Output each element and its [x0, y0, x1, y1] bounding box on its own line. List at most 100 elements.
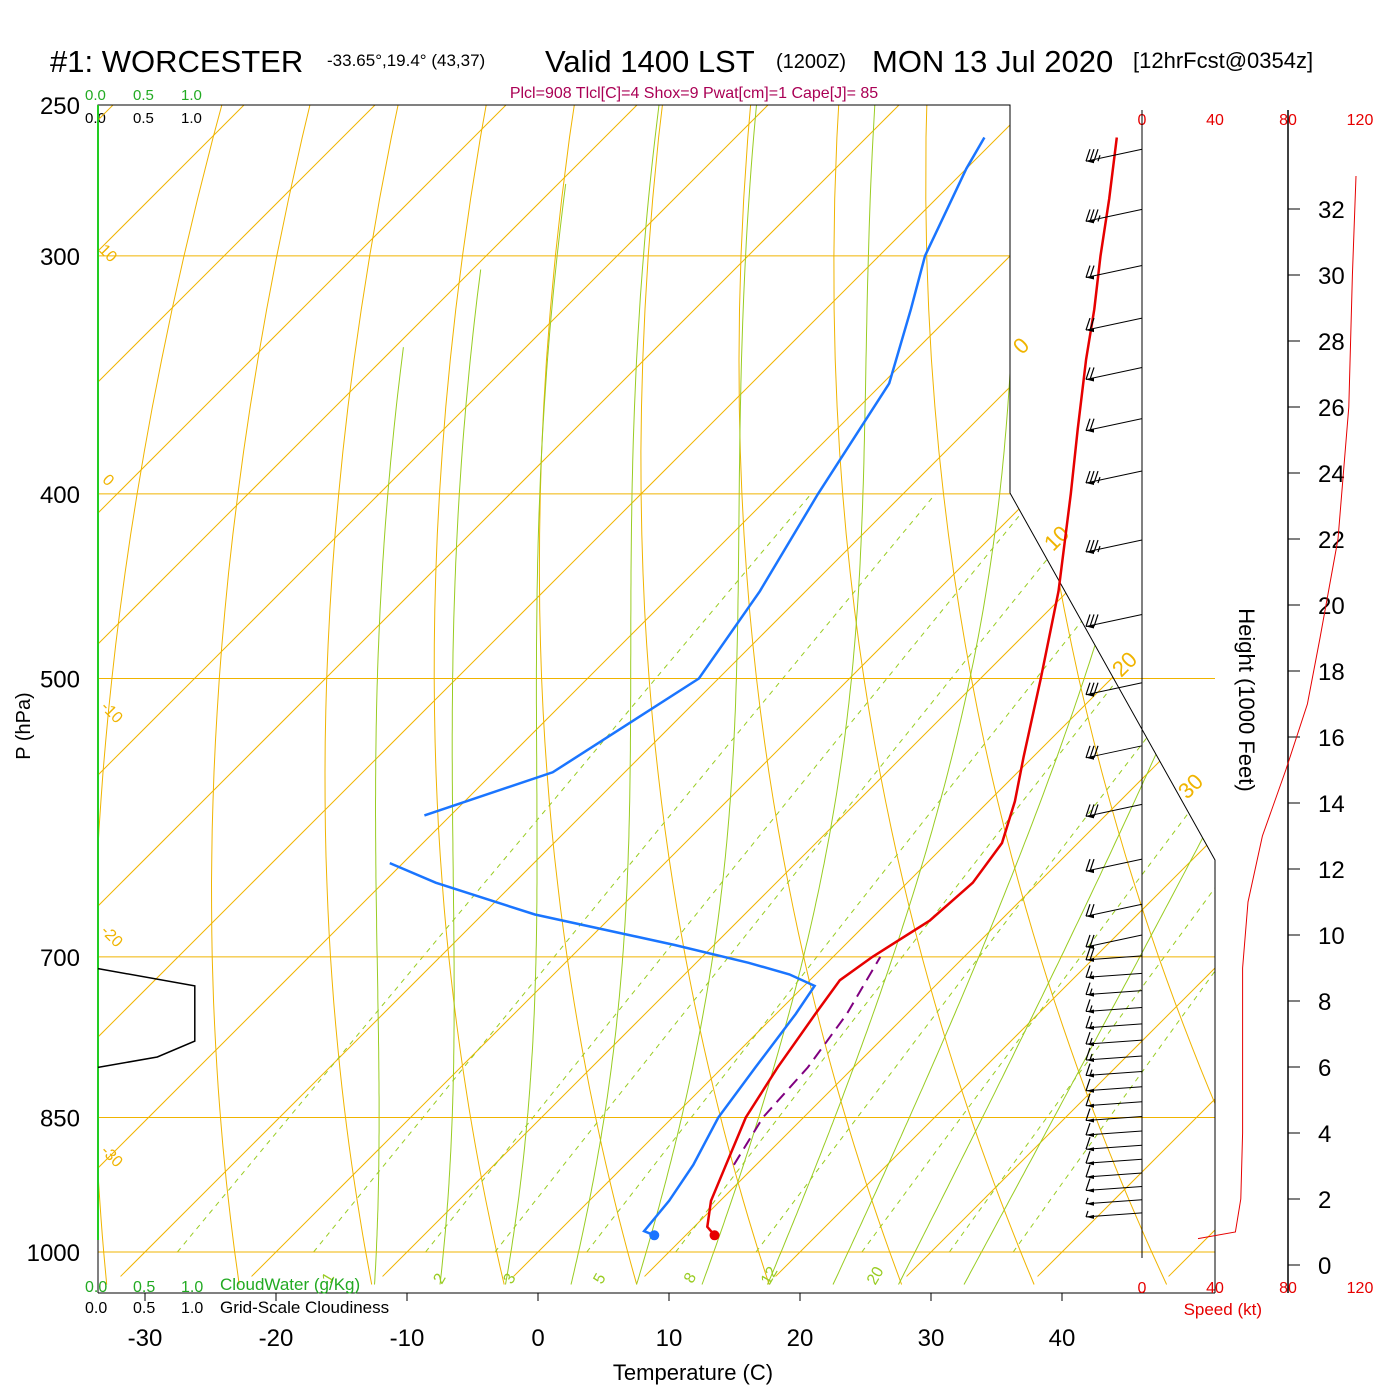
wind-barb-staff: [1085, 903, 1143, 917]
top-black-2: 1.0: [181, 110, 202, 127]
wind-barb: [1085, 999, 1143, 1014]
wind-barb-head: [1086, 957, 1094, 962]
wind-barb-flag: [1085, 934, 1091, 948]
wind-barb-flag: [1089, 209, 1095, 222]
wind-barb-flag: [1089, 265, 1095, 278]
height-tick-label: 14: [1318, 791, 1345, 818]
speed-bottom-120: 120: [1347, 1280, 1374, 1297]
dry-adiabat: [925, 105, 1168, 1285]
temperature-tick-label: -30: [128, 1325, 163, 1352]
wind-barb-staff: [1085, 1006, 1143, 1012]
wind-barb-staff: [1085, 803, 1143, 817]
height-tick-label: 24: [1318, 461, 1345, 488]
plot-frame: [97, 104, 1216, 1293]
isotherm-line: [1168, 105, 1215, 1277]
wind-barb: [1085, 1151, 1143, 1166]
wind-barb-head: [1086, 1025, 1094, 1030]
temperature-axis-label: Temperature (C): [613, 1360, 773, 1385]
height-tick-label: 2: [1318, 1187, 1331, 1214]
wind-barb-flag: [1085, 1031, 1091, 1045]
wind-barb-half: [1097, 476, 1101, 484]
wind-barb: [1085, 858, 1143, 874]
wind-barb: [1085, 1093, 1143, 1108]
wind-barb: [1085, 148, 1143, 164]
wind-barb-head: [1086, 944, 1094, 949]
wind-barb: [1085, 1078, 1143, 1093]
wind-barb: [1085, 803, 1143, 819]
wind-barb-flag: [1085, 1122, 1091, 1136]
wind-barb-head: [1086, 1103, 1094, 1108]
pressure-tick-label: 700: [40, 945, 80, 972]
wind-barb-flag: [1085, 682, 1091, 695]
wind-barb-flag: [1093, 682, 1099, 695]
height-tick-label: 28: [1318, 329, 1345, 356]
wind-barb-half: [1097, 545, 1101, 553]
wind-barb-flag: [1089, 682, 1095, 695]
isotherm-line: [98, 105, 803, 1277]
wind-barb-flag: [1089, 934, 1095, 948]
wind-barb-staff: [1085, 418, 1143, 432]
moist-adiabat: [570, 105, 660, 1285]
wind-barb-flag: [1089, 317, 1095, 331]
wind-barb-staff: [1085, 1212, 1143, 1218]
wind-barb-staff: [1085, 990, 1143, 996]
temperature-tick-label: -20: [259, 1325, 294, 1352]
bottom-green-label: CloudWater (g/Kg): [220, 1275, 360, 1294]
bottom-black-label: Grid-Scale Cloudiness: [220, 1298, 389, 1317]
surface-temperature-marker: [709, 1230, 720, 1241]
wind-barb-staff: [1085, 613, 1143, 627]
temperature-tick-label: 10: [656, 1325, 683, 1352]
isotherm-label-0-right: 0: [1008, 333, 1034, 359]
wind-barb-staff: [1085, 955, 1143, 961]
wind-barb: [1085, 470, 1143, 486]
wind-barb-staff: [1085, 1172, 1143, 1178]
top-green-2: 1.0: [181, 87, 202, 104]
wind-barb-flag: [1089, 418, 1095, 431]
indices-line: Plcl=908 Tlcl[C]=4 Shox=9 Pwat[cm]=1 Cap…: [510, 85, 878, 102]
wind-barb-head: [1086, 159, 1094, 164]
wind-barb-head: [1086, 1042, 1094, 1047]
cloudiness-profile: [97, 967, 196, 1069]
mixing-ratio-labels: 1 2 3 5 8 12 20: [319, 1264, 888, 1288]
height-axis-label: Height (1000 Feet): [1234, 608, 1259, 791]
wind-barb-staff: [1085, 682, 1143, 696]
wind-barb-flag: [1085, 367, 1091, 380]
valid-time: Valid 1400 LST: [545, 44, 755, 79]
moist-adiabat: [374, 347, 404, 1285]
wind-barb-head: [1086, 1073, 1094, 1078]
wind-barb: [1085, 366, 1143, 382]
wind-barb-staff: [1085, 1116, 1143, 1122]
dry-adiabat: [98, 105, 232, 1285]
dry-adiabat: [433, 105, 505, 1285]
pressure-tick-label: 1000: [27, 1240, 80, 1267]
wind-barb-flag: [1089, 367, 1095, 380]
wind-barb-head: [1086, 1009, 1094, 1014]
wind-barb-head: [1086, 481, 1094, 486]
isotherm-line: [906, 105, 1215, 1277]
pressure-axis: 250 300 400 500 700 850 1000: [27, 93, 80, 1267]
temperature-tick-label: -10: [390, 1325, 425, 1352]
wind-barb-flag: [1085, 1093, 1091, 1106]
wind-barb: [1085, 1137, 1143, 1152]
wind-barb-head: [1086, 692, 1094, 697]
isotherm-line: [98, 105, 672, 1277]
top-green-1: 0.5: [133, 87, 154, 104]
top-black-0: 0.0: [85, 110, 106, 127]
moist-adiabat: [701, 105, 876, 1285]
wind-barb: [1085, 903, 1143, 919]
isobars: [98, 104, 1215, 1253]
dry-adiabat: [324, 105, 406, 1285]
wind-barb-staff: [1085, 470, 1143, 484]
wind-barb-flag: [1085, 614, 1091, 627]
wind-barb: [1085, 1178, 1143, 1193]
height-tick-label: 22: [1318, 527, 1345, 554]
moist-adiabat: [767, 105, 1021, 1285]
wind-barb: [1085, 934, 1143, 949]
bottom-black-1: 0.5: [133, 1300, 155, 1317]
wind-barb-staff: [1085, 1071, 1143, 1077]
wind-barb-staff: [1085, 208, 1143, 222]
wind-barb-staff: [1085, 1023, 1143, 1029]
mixing-ratio-line: [675, 493, 1215, 1253]
wind-barb-flag: [1085, 947, 1091, 961]
bottom-cloud-scales: 0.0 0.5 1.0 CloudWater (g/Kg) 0.0 0.5 1.…: [85, 1275, 389, 1317]
